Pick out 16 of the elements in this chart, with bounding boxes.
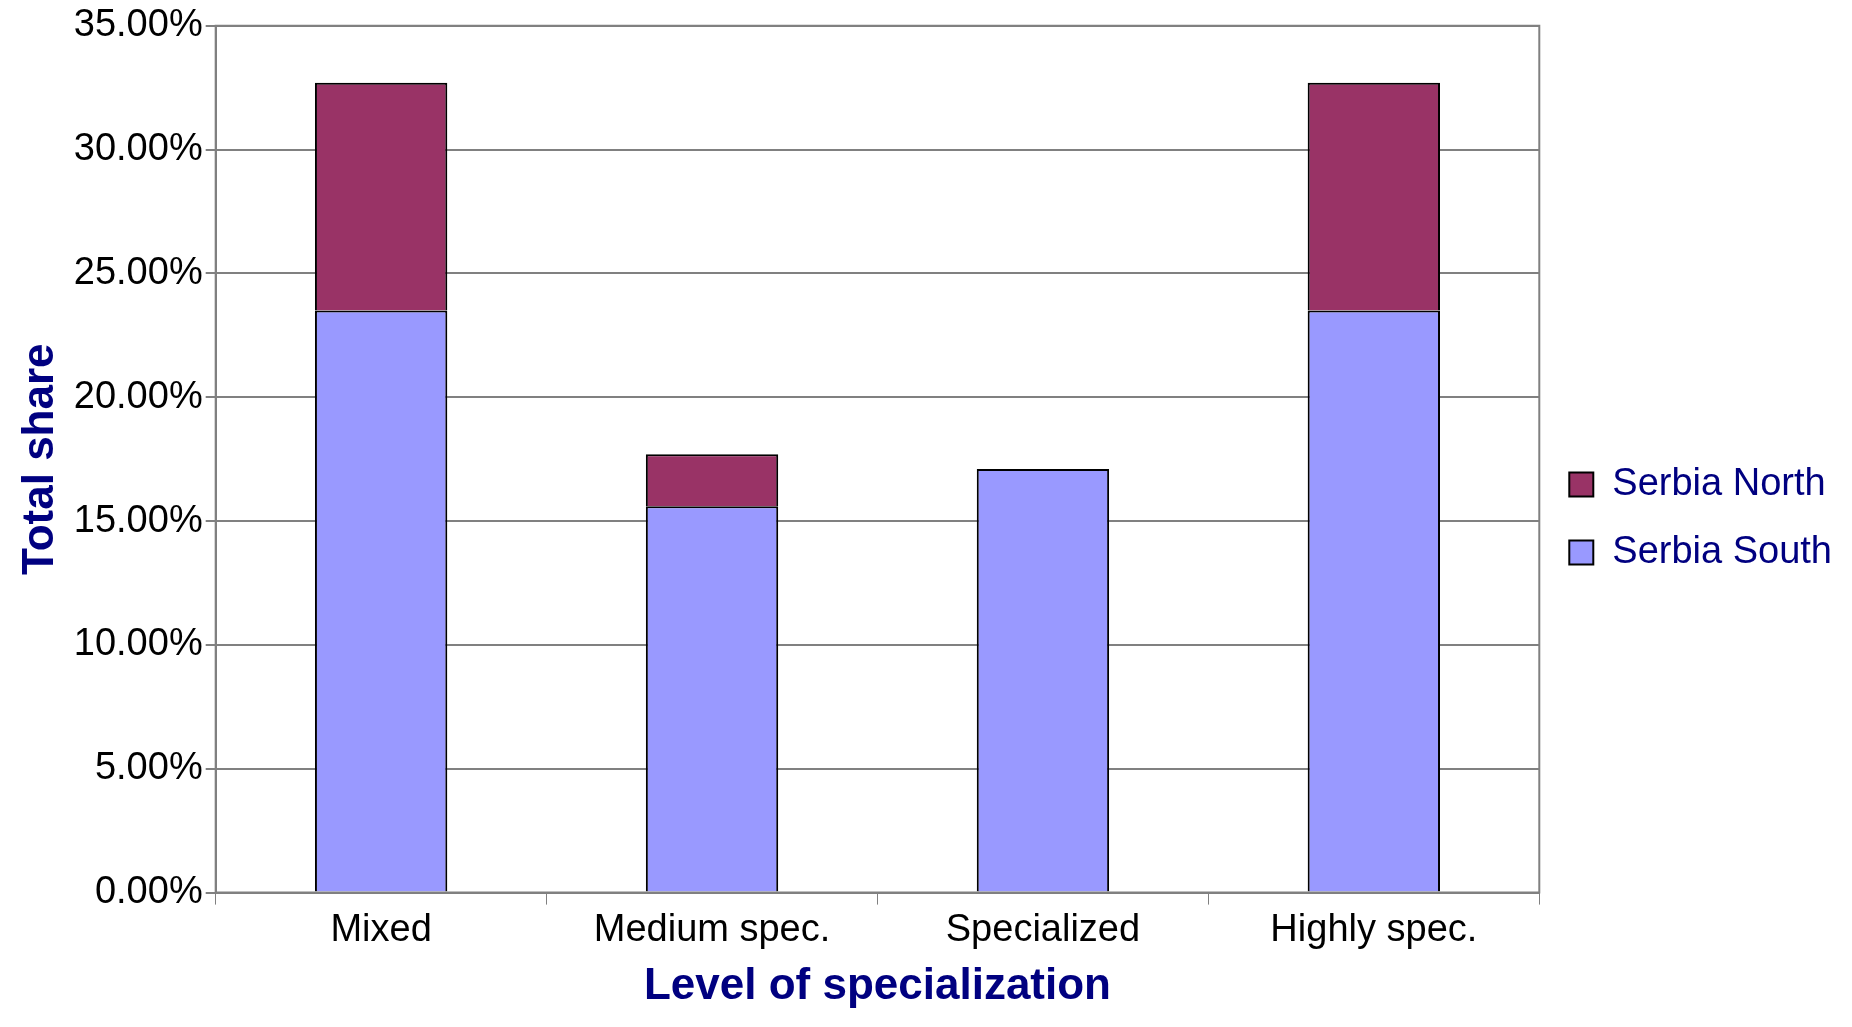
y-tick-label: 25.00% xyxy=(73,249,203,292)
x-axis-title: Level of specialization xyxy=(643,958,1111,1008)
y-tick-label: 30.00% xyxy=(73,126,203,169)
y-axis-title: Total share xyxy=(12,343,62,575)
x-tick-label: Highly spec. xyxy=(1270,906,1478,949)
x-tick-label: Mixed xyxy=(330,906,432,949)
y-tick-label: 15.00% xyxy=(73,497,203,540)
y-tick-label: 35.00% xyxy=(73,2,203,45)
legend-label: Serbia South xyxy=(1612,528,1833,571)
y-tick-label: 0.00% xyxy=(94,869,203,912)
x-tick-label: Specialized xyxy=(945,906,1141,949)
y-tick-label: 5.00% xyxy=(94,745,203,788)
legend-label: Serbia North xyxy=(1612,460,1826,503)
y-tick-label: 10.00% xyxy=(73,621,203,664)
x-tick-label: Medium spec. xyxy=(593,906,831,949)
y-tick-label: 20.00% xyxy=(73,373,203,416)
